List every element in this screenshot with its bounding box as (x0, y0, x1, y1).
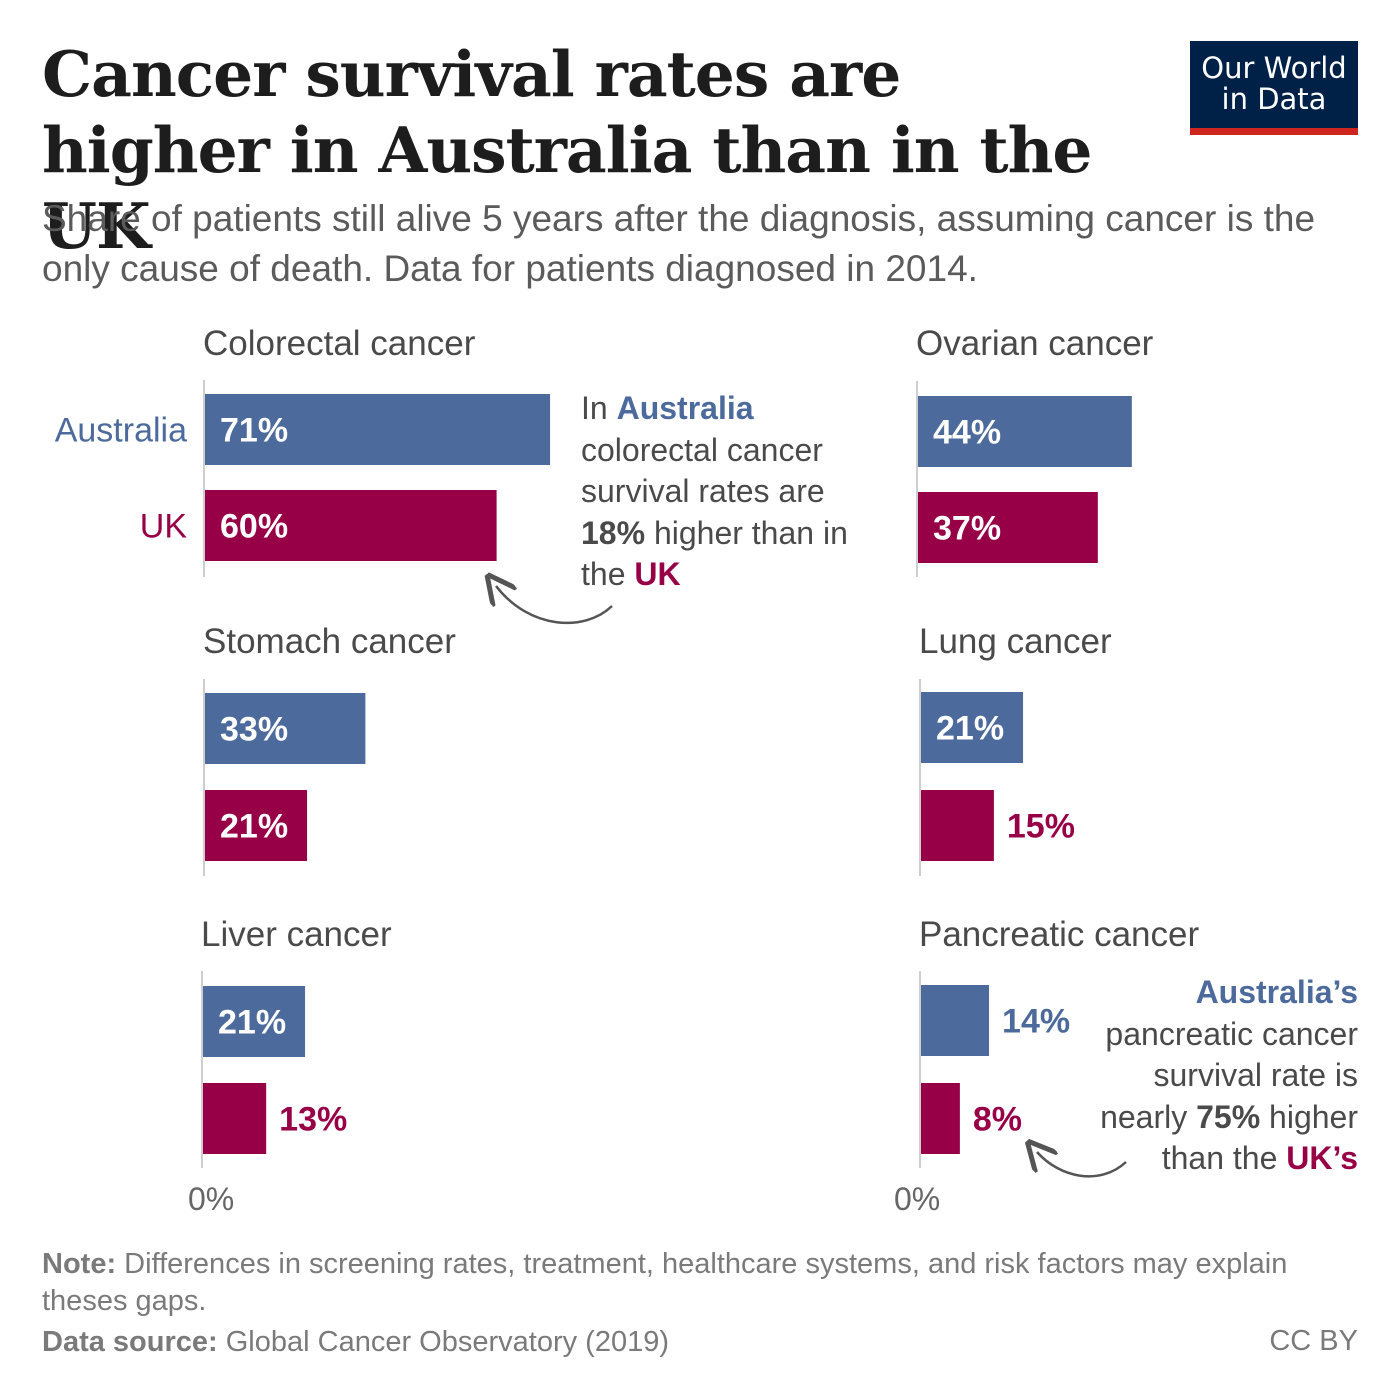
note-text: Differences in screening rates, treatmen… (42, 1248, 1288, 1317)
logo-line-2: in Data (1221, 82, 1327, 116)
footer-note: Note: Differences in screening rates, tr… (42, 1246, 1362, 1320)
liver-cancer-value-australia: 21% (218, 1004, 286, 1042)
chart-title: Cancer survival rates are higher in Aust… (42, 37, 1092, 263)
owid-logo[interactable]: Our World in Data (1190, 41, 1358, 135)
axis-tick-zero: 0% (188, 1181, 234, 1217)
pancreatic-cancer-bar-australia[interactable] (921, 985, 990, 1056)
colorectal-cancer-value-australia: 71% (220, 412, 288, 450)
liver-cancer-value-uk: 13% (279, 1101, 347, 1139)
colorectal-cancer-value-uk: 60% (220, 508, 288, 546)
annot-country-uk: UK (634, 556, 681, 592)
liver-cancer-bar-uk[interactable] (203, 1083, 267, 1154)
annot-country-australia: Australia’s (1195, 974, 1358, 1010)
colorectal-annotation: In Australia colorectal cancer survival … (581, 388, 851, 596)
source-text: Global Cancer Observatory (2019) (225, 1326, 669, 1358)
annot-country-uk: UK’s (1286, 1140, 1358, 1176)
ovarian-cancer-title: Ovarian cancer (916, 324, 1154, 363)
footer-source: Data source: Global Cancer Observatory (… (42, 1324, 942, 1361)
pancreatic-annotation: Australia’s pancreatic cancer survival r… (1080, 972, 1358, 1180)
license-link[interactable]: CC BY (1269, 1325, 1358, 1357)
lung-cancer-title: Lung cancer (919, 622, 1112, 661)
stomach-cancer-bar-uk[interactable] (205, 790, 308, 861)
annot-percent: 75% (1196, 1098, 1261, 1135)
annot-text: higher than in the (581, 514, 848, 593)
lung-cancer-bar-australia[interactable] (921, 692, 1024, 763)
colorectal-annotation-arrow (496, 586, 613, 625)
colorectal-cancer-title: Colorectal cancer (203, 324, 476, 363)
ovarian-cancer-value-uk: 37% (933, 510, 1001, 548)
colorectal-cancer-bar-australia[interactable] (205, 394, 551, 465)
ovarian-cancer-bar-uk[interactable] (918, 492, 1098, 563)
axis-tick-zero: 0% (894, 1181, 940, 1217)
series-label-uk: UK (140, 508, 188, 546)
stomach-cancer-value-uk: 21% (220, 808, 288, 846)
annot-text: pancreatic cancer survival rate is nearl… (1100, 1015, 1358, 1135)
logo-line-1: Our World (1201, 51, 1347, 85)
liver-cancer-title: Liver cancer (201, 915, 392, 954)
stomach-cancer-bar-australia[interactable] (205, 693, 366, 764)
annot-text: colorectal cancer survival rates are (581, 431, 825, 510)
bar-chart: Colorectal cancer 71% 60% Australia UK Ovaria… (55, 324, 1200, 1217)
colorectal-cancer-bar-uk[interactable] (205, 490, 497, 561)
lung-cancer-value-uk: 15% (1007, 808, 1075, 846)
series-label-australia: Australia (55, 412, 187, 450)
annot-text: higher than the (1161, 1098, 1358, 1177)
annot-country-australia: Australia (616, 390, 754, 426)
stomach-cancer-title: Stomach cancer (203, 622, 456, 661)
pancreatic-cancer-value-australia: 14% (1002, 1003, 1070, 1041)
stomach-cancer-value-australia: 33% (220, 711, 288, 749)
lung-cancer-value-australia: 21% (936, 710, 1004, 748)
pancreatic-annotation-arrow (1037, 1152, 1127, 1178)
liver-cancer-bar-australia[interactable] (203, 986, 306, 1057)
annot-text: In (581, 390, 617, 426)
chart-subtitle: Share of patients still alive 5 years af… (42, 198, 1316, 289)
source-label: Data source: (42, 1326, 218, 1358)
pancreatic-cancer-value-uk: 8% (973, 1101, 1022, 1139)
ovarian-cancer-value-australia: 44% (933, 414, 1001, 452)
note-label: Note: (42, 1248, 117, 1280)
pancreatic-cancer-title: Pancreatic cancer (919, 915, 1199, 954)
lung-cancer-bar-uk[interactable] (921, 790, 994, 861)
ovarian-cancer-bar-australia[interactable] (918, 396, 1132, 467)
annot-percent: 18% (581, 514, 646, 551)
pancreatic-cancer-bar-uk[interactable] (921, 1083, 960, 1154)
